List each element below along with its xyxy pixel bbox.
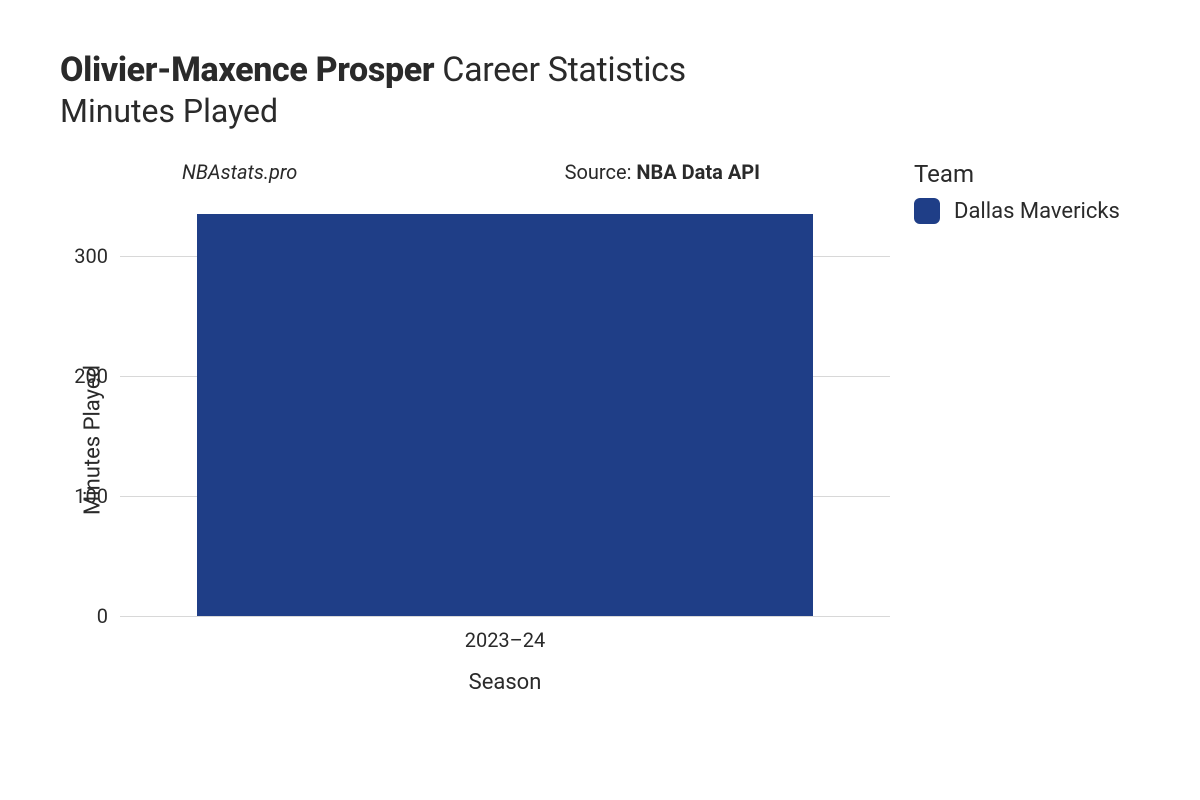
source-prefix: Source: [565,160,637,184]
y-tick-label: 200 [62,364,108,388]
legend-item-label: Dallas Mavericks [954,199,1120,224]
chart-plot-area: 01002003002023–24 [120,196,890,616]
x-axis-label: Season [120,670,890,695]
y-tick-label: 0 [62,604,108,628]
legend-swatch [914,198,940,224]
bar [197,214,813,616]
watermark-text: NBAstats.pro [182,160,297,184]
metric-subtitle: Minutes Played [60,92,1160,130]
gridline [120,616,890,617]
page-title: Olivier-Maxence Prosper Career Statistic… [60,50,1160,90]
x-tick-label: 2023–24 [465,628,546,652]
legend-item: Dallas Mavericks [914,198,1160,224]
legend-title: Team [914,160,1160,188]
y-tick-label: 300 [62,244,108,268]
y-tick-label: 100 [62,484,108,508]
source-attribution: Source: NBA Data API [565,160,760,184]
source-name: NBA Data API [636,160,760,184]
title-suffix: Career Statistics [434,50,686,90]
player-name: Olivier-Maxence Prosper [60,50,434,90]
legend: Team Dallas Mavericks [890,160,1160,720]
